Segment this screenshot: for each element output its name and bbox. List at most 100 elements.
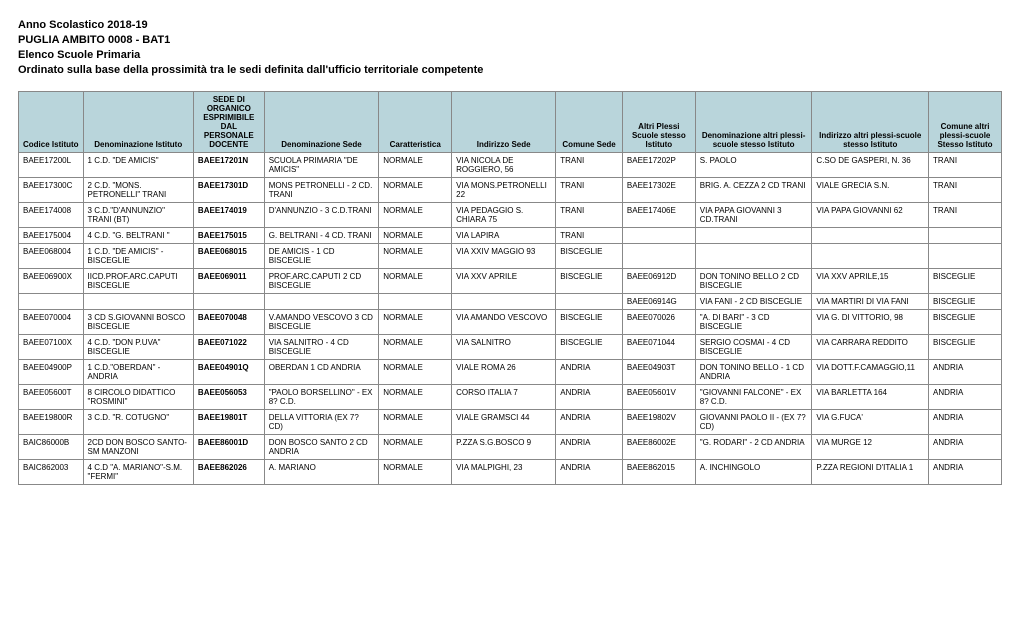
table-cell: NORMALE (379, 460, 452, 485)
table-cell: NORMALE (379, 410, 452, 435)
table-cell: "A. DI BARI" - 3 CD BISCEGLIE (695, 310, 812, 335)
table-cell (812, 244, 929, 269)
table-cell: BISCEGLIE (556, 335, 623, 360)
table-cell (929, 244, 1002, 269)
table-cell: 4 C.D. "DON P.UVA" BISCEGLIE (83, 335, 193, 360)
table-cell: NORMALE (379, 228, 452, 244)
table-row: BAEE04900P1 C.D."OBERDAN" - ANDRIABAEE04… (19, 360, 1002, 385)
table-cell: VIA MARTIRI DI VIA FANI (812, 294, 929, 310)
table-cell: BAEE86002E (622, 435, 695, 460)
table-cell: BAEE174008 (19, 203, 84, 228)
table-cell: 3 CD S.GIOVANNI BOSCO BISCEGLIE (83, 310, 193, 335)
table-row: BAIC86000B2CD DON BOSCO SANTO-SM MANZONI… (19, 435, 1002, 460)
table-cell: BAEE17202P (622, 153, 695, 178)
table-cell: ANDRIA (929, 360, 1002, 385)
table-cell: BISCEGLIE (929, 294, 1002, 310)
table-cell: VIA SALNITRO - 4 CD BISCEGLIE (264, 335, 379, 360)
document-heading: Anno Scolastico 2018-19 PUGLIA AMBITO 00… (18, 18, 1002, 77)
table-cell: DELLA VITTORIA (EX 7? CD) (264, 410, 379, 435)
table-cell: S. PAOLO (695, 153, 812, 178)
table-cell: ANDRIA (929, 435, 1002, 460)
table-cell: VIA G. DI VITTORIO, 98 (812, 310, 929, 335)
table-cell (379, 294, 452, 310)
table-cell: VIA MALPIGHI, 23 (452, 460, 556, 485)
table-cell: TRANI (556, 203, 623, 228)
table-cell: VIALE GRECIA S.N. (812, 178, 929, 203)
table-cell: ANDRIA (556, 460, 623, 485)
table-cell: DON BOSCO SANTO 2 CD ANDRIA (264, 435, 379, 460)
table-cell: BAEE04900P (19, 360, 84, 385)
table-cell: 1 C.D. "DE AMICIS" (83, 153, 193, 178)
col-header: Caratteristica (379, 92, 452, 153)
table-cell: NORMALE (379, 153, 452, 178)
table-cell: BAEE175015 (193, 228, 264, 244)
table-cell (83, 294, 193, 310)
table-cell: NORMALE (379, 244, 452, 269)
table-cell: BAEE17200L (19, 153, 84, 178)
table-cell: BISCEGLIE (929, 269, 1002, 294)
table-cell: BAEE070048 (193, 310, 264, 335)
table-cell: VIA BARLETTA 164 (812, 385, 929, 410)
table-cell: BAEE04903T (622, 360, 695, 385)
table-row: BAEE19800R3 C.D. "R. COTUGNO"BAEE19801TD… (19, 410, 1002, 435)
table-cell: C.SO DE GASPERI, N. 36 (812, 153, 929, 178)
table-cell (264, 294, 379, 310)
table-row: BAEE1740083 C.D."D'ANNUNZIO" TRANI (BT)B… (19, 203, 1002, 228)
table-cell: DON TONINO BELLO 2 CD BISCEGLIE (695, 269, 812, 294)
table-cell: "GIOVANNI FALCONE" - EX 8? C.D. (695, 385, 812, 410)
col-header: Indirizzo altri plessi-scuole stesso Ist… (812, 92, 929, 153)
table-cell: OBERDAN 1 CD ANDRIA (264, 360, 379, 385)
table-cell: BAEE071022 (193, 335, 264, 360)
table-cell: VIA DOTT.F.CAMAGGIO,11 (812, 360, 929, 385)
table-cell: 4 C.D "A. MARIANO"-S.M. "FERMI" (83, 460, 193, 485)
table-cell: BAEE06912D (622, 269, 695, 294)
table-row: BAEE07100X4 C.D. "DON P.UVA" BISCEGLIEBA… (19, 335, 1002, 360)
table-cell: BAEE17406E (622, 203, 695, 228)
table-cell: VIA FANI - 2 CD BISCEGLIE (695, 294, 812, 310)
table-cell: A. MARIANO (264, 460, 379, 485)
table-cell: SCUOLA PRIMARIA "DE AMICIS" (264, 153, 379, 178)
table-cell: BAEE068004 (19, 244, 84, 269)
heading-line-3: Elenco Scuole Primaria (18, 48, 1002, 63)
table-cell: NORMALE (379, 269, 452, 294)
table-cell: TRANI (929, 178, 1002, 203)
table-cell: BAEE068015 (193, 244, 264, 269)
table-cell: BISCEGLIE (929, 335, 1002, 360)
table-cell: BAEE17302E (622, 178, 695, 203)
table-cell: VIA XXV APRILE (452, 269, 556, 294)
heading-line-4: Ordinato sulla base della prossimità tra… (18, 63, 1002, 78)
table-cell: "PAOLO BORSELLINO" - EX 8? C.D. (264, 385, 379, 410)
table-cell: V.AMANDO VESCOVO 3 CD BISCEGLIE (264, 310, 379, 335)
table-cell: P.ZZA S.G.BOSCO 9 (452, 435, 556, 460)
table-row: BAEE1750044 C.D. "G. BELTRANI "BAEE17501… (19, 228, 1002, 244)
table-cell: NORMALE (379, 335, 452, 360)
table-cell: TRANI (929, 203, 1002, 228)
table-cell: VIA XXV APRILE,15 (812, 269, 929, 294)
table-cell (193, 294, 264, 310)
table-cell: SERGIO COSMAI - 4 CD BISCEGLIE (695, 335, 812, 360)
table-row: BAIC8620034 C.D "A. MARIANO"-S.M. "FERMI… (19, 460, 1002, 485)
table-cell: 2 C.D. "MONS. PETRONELLI" TRANI (83, 178, 193, 203)
table-cell (556, 294, 623, 310)
table-cell (929, 228, 1002, 244)
table-header-row: Codice Istituto Denominazione Istituto S… (19, 92, 1002, 153)
table-cell: NORMALE (379, 178, 452, 203)
table-cell: BAEE174019 (193, 203, 264, 228)
table-cell (452, 294, 556, 310)
table-cell: VIA LAPIRA (452, 228, 556, 244)
table-cell: DE AMICIS - 1 CD BISCEGLIE (264, 244, 379, 269)
table-cell: VIA PEDAGGIO S. CHIARA 75 (452, 203, 556, 228)
table-cell: BAEE071044 (622, 335, 695, 360)
table-cell: ANDRIA (556, 360, 623, 385)
table-cell: BAEE17201N (193, 153, 264, 178)
table-cell: PROF.ARC.CAPUTI 2 CD BISCEGLIE (264, 269, 379, 294)
col-header: Denominazione altri plessi-scuole stesso… (695, 92, 812, 153)
table-cell: VIALE ROMA 26 (452, 360, 556, 385)
table-cell: VIA CARRARA REDDITO (812, 335, 929, 360)
table-cell: BAEE862026 (193, 460, 264, 485)
table-cell: BAEE07100X (19, 335, 84, 360)
table-cell: ANDRIA (929, 410, 1002, 435)
table-cell: NORMALE (379, 435, 452, 460)
table-cell: GIOVANNI PAOLO II - (EX 7? CD) (695, 410, 812, 435)
table-cell: ANDRIA (556, 435, 623, 460)
